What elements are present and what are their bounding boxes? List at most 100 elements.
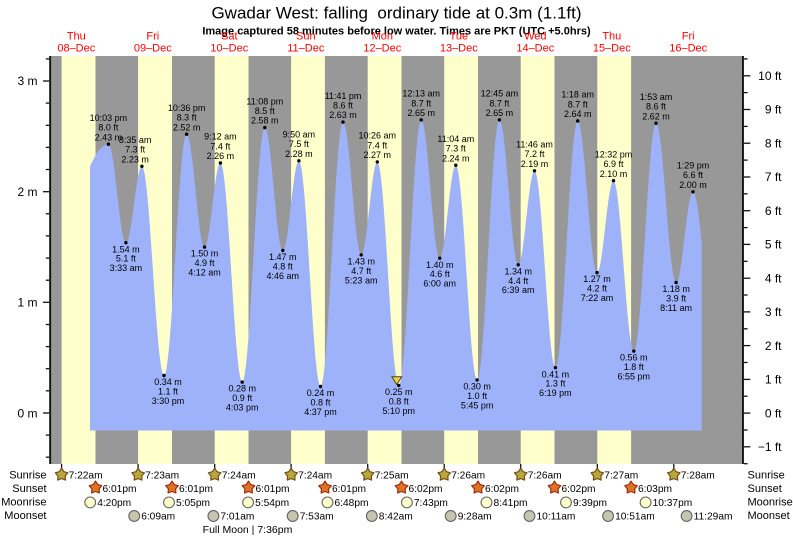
- svg-text:5:05pm: 5:05pm: [176, 498, 210, 509]
- svg-text:1 ft: 1 ft: [765, 373, 782, 387]
- svg-text:1.1 ft: 1.1 ft: [158, 387, 179, 397]
- svg-text:7.3 ft: 7.3 ft: [446, 144, 467, 154]
- svg-text:1.27 m: 1.27 m: [583, 274, 611, 284]
- svg-text:Sunrise: Sunrise: [748, 469, 785, 481]
- svg-text:16–Dec: 16–Dec: [669, 43, 707, 55]
- svg-text:4.8 ft: 4.8 ft: [273, 261, 294, 271]
- svg-text:7:26am: 7:26am: [528, 470, 562, 481]
- svg-text:7:22 am: 7:22 am: [581, 293, 614, 303]
- svg-text:Sun: Sun: [296, 31, 316, 43]
- svg-text:6 ft: 6 ft: [765, 204, 782, 218]
- svg-text:12:32 pm: 12:32 pm: [595, 149, 633, 159]
- svg-text:7:22am: 7:22am: [69, 470, 103, 481]
- svg-text:3 ft: 3 ft: [765, 305, 782, 319]
- svg-text:6:02pm: 6:02pm: [485, 484, 519, 495]
- svg-text:1.47 m: 1.47 m: [269, 252, 297, 262]
- svg-text:7:26am: 7:26am: [451, 470, 485, 481]
- svg-text:2.23 m: 2.23 m: [121, 154, 149, 164]
- svg-text:0.8 ft: 0.8 ft: [310, 398, 331, 408]
- svg-text:5:23 am: 5:23 am: [345, 275, 378, 285]
- svg-text:8.0 ft: 8.0 ft: [98, 123, 119, 133]
- svg-text:10:26 am: 10:26 am: [359, 131, 397, 141]
- svg-text:7.3 ft: 7.3 ft: [125, 145, 146, 155]
- svg-text:4.2 ft: 4.2 ft: [587, 284, 608, 294]
- svg-text:10:11am: 10:11am: [537, 511, 576, 522]
- svg-text:8.6 ft: 8.6 ft: [646, 102, 667, 112]
- svg-text:5:54pm: 5:54pm: [255, 498, 289, 509]
- svg-text:11–Dec: 11–Dec: [287, 43, 325, 55]
- svg-text:8:41pm: 8:41pm: [494, 498, 528, 509]
- svg-text:Sat: Sat: [221, 31, 238, 43]
- svg-text:11:04 am: 11:04 am: [437, 134, 474, 144]
- svg-text:Moonset: Moonset: [748, 510, 790, 522]
- svg-text:7:24am: 7:24am: [298, 470, 332, 481]
- svg-text:2.62 m: 2.62 m: [642, 111, 670, 121]
- svg-text:0.56 m: 0.56 m: [620, 353, 648, 363]
- svg-text:0 m: 0 m: [17, 406, 37, 420]
- svg-text:1.50 m: 1.50 m: [191, 249, 219, 259]
- svg-text:7:53am: 7:53am: [300, 511, 334, 522]
- svg-text:6:01pm: 6:01pm: [332, 484, 366, 495]
- svg-text:7:27am: 7:27am: [604, 470, 638, 481]
- svg-text:1:18 am: 1:18 am: [561, 90, 594, 100]
- svg-text:4.9 ft: 4.9 ft: [194, 258, 215, 268]
- svg-text:4.6 ft: 4.6 ft: [430, 269, 451, 279]
- svg-text:2 ft: 2 ft: [765, 339, 782, 353]
- svg-text:7.5 ft: 7.5 ft: [289, 139, 310, 149]
- svg-text:6:01pm: 6:01pm: [179, 484, 213, 495]
- svg-text:11:29am: 11:29am: [694, 511, 733, 522]
- svg-text:2.10 m: 2.10 m: [600, 169, 628, 179]
- svg-text:1.3 ft: 1.3 ft: [545, 379, 566, 389]
- svg-text:8 ft: 8 ft: [765, 136, 782, 150]
- svg-text:0.34 m: 0.34 m: [154, 377, 182, 387]
- svg-text:Sunset: Sunset: [12, 483, 46, 495]
- svg-text:7:24am: 7:24am: [222, 470, 256, 481]
- svg-text:9:39pm: 9:39pm: [573, 498, 607, 509]
- svg-text:7.2 ft: 7.2 ft: [524, 149, 545, 159]
- svg-text:4:46 am: 4:46 am: [267, 271, 300, 281]
- svg-text:4:03 pm: 4:03 pm: [226, 403, 259, 413]
- svg-text:2.64 m: 2.64 m: [564, 109, 592, 119]
- svg-text:9:50 am: 9:50 am: [283, 130, 316, 140]
- svg-text:1.8 ft: 1.8 ft: [624, 362, 645, 372]
- svg-text:7:23am: 7:23am: [145, 470, 179, 481]
- svg-text:Sunset: Sunset: [748, 483, 782, 495]
- svg-text:08–Dec: 08–Dec: [57, 43, 95, 55]
- svg-text:12:13 am: 12:13 am: [402, 89, 440, 99]
- svg-text:1.54 m: 1.54 m: [112, 244, 140, 254]
- svg-text:14–Dec: 14–Dec: [516, 43, 554, 55]
- svg-text:0.9 ft: 0.9 ft: [232, 393, 253, 403]
- svg-text:6:09am: 6:09am: [141, 511, 175, 522]
- svg-text:Moonrise: Moonrise: [748, 497, 793, 509]
- svg-text:8.7 ft: 8.7 ft: [568, 99, 589, 109]
- svg-text:6:48pm: 6:48pm: [335, 498, 369, 509]
- svg-text:0.41 m: 0.41 m: [542, 369, 570, 379]
- svg-text:2.28 m: 2.28 m: [285, 149, 313, 159]
- svg-text:2.26 m: 2.26 m: [207, 151, 235, 161]
- svg-text:8.3 ft: 8.3 ft: [177, 113, 198, 123]
- svg-text:2.24 m: 2.24 m: [442, 153, 470, 163]
- svg-text:0.28 m: 0.28 m: [228, 384, 256, 394]
- svg-text:4.4 ft: 4.4 ft: [508, 276, 529, 286]
- svg-text:Moonrise: Moonrise: [1, 497, 46, 509]
- svg-text:7:43pm: 7:43pm: [414, 498, 448, 509]
- svg-text:11:08 pm: 11:08 pm: [246, 96, 283, 106]
- svg-text:7.4 ft: 7.4 ft: [210, 141, 231, 151]
- svg-text:10–Dec: 10–Dec: [210, 43, 248, 55]
- svg-text:2 m: 2 m: [17, 185, 37, 199]
- svg-text:2.58 m: 2.58 m: [251, 116, 279, 126]
- svg-text:7:25am: 7:25am: [375, 470, 409, 481]
- svg-text:10:51am: 10:51am: [615, 511, 655, 522]
- svg-text:1.18 m: 1.18 m: [662, 284, 690, 294]
- svg-text:10:03 pm: 10:03 pm: [90, 113, 128, 123]
- svg-text:6:01pm: 6:01pm: [103, 484, 137, 495]
- svg-text:5.1 ft: 5.1 ft: [116, 254, 137, 264]
- svg-text:−1 ft: −1 ft: [758, 440, 782, 454]
- svg-text:1.34 m: 1.34 m: [504, 266, 532, 276]
- svg-text:6:01pm: 6:01pm: [256, 484, 290, 495]
- svg-text:5:10 pm: 5:10 pm: [383, 406, 416, 416]
- svg-text:6:00 am: 6:00 am: [423, 279, 456, 289]
- svg-text:1.43 m: 1.43 m: [347, 257, 375, 267]
- svg-text:10:37pm: 10:37pm: [653, 498, 693, 509]
- svg-text:6:03pm: 6:03pm: [638, 484, 672, 495]
